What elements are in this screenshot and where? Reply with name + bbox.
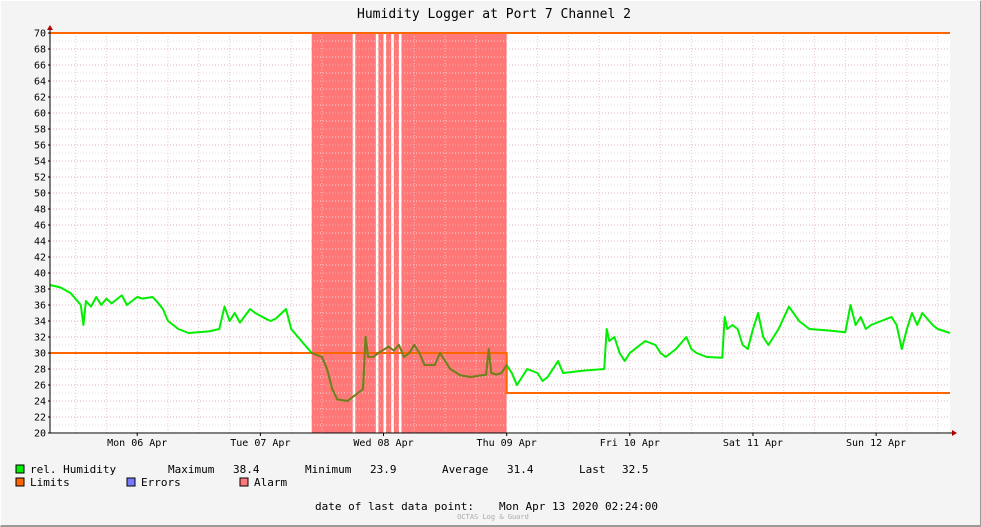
y-tick-label: 36 [34,301,46,312]
y-tick-label: 42 [34,253,46,264]
stat-avg-label: Average [442,463,488,476]
y-tick-label: 64 [34,77,46,88]
humidity-series-alarm-segment [310,352,323,358]
legend-humidity-swatch [15,464,25,474]
series-layer [49,284,951,402]
humidity-series-alarm-segment [346,392,359,402]
y-tick-label: 60 [34,109,46,120]
y-tick-label: 40 [34,269,46,280]
watermark: OCTAS Log & Guard [457,513,529,521]
x-tick-label: Mon 06 Apr [107,438,167,449]
humidity-series-alarm-segment [387,345,395,352]
y-tick-label: 58 [34,125,46,136]
y-tick-label: 32 [34,333,46,344]
alarm-layer [311,33,507,433]
y-tick-label: 28 [34,365,46,376]
stat-last-value: 32.5 [622,463,649,476]
alarm-span [393,33,399,433]
humidity-series-alarm-segment [408,344,416,354]
alarm-span [386,33,392,433]
y-tick-label: 30 [34,349,46,360]
x-tick-label: Fri 10 Apr [600,438,660,449]
x-tick-labels: Mon 06 Apr Tue 07 Apr Wed 08 Apr Thu 09 Apr… [107,433,906,449]
legend-limits-swatch [15,477,25,487]
y-tick-label: 70 [34,29,46,40]
humidity-series-alarm-segment [503,364,508,370]
x-tick-label: Sun 12 Apr [846,438,906,449]
humidity-series-alarm-segment [397,344,406,358]
humidity-series-alarm-segment [392,344,400,352]
humidity-series-alarm-segment [413,344,421,354]
y-tick-label: 66 [34,61,46,72]
x-tick-label: Sat 11 Apr [723,438,783,449]
legend-errors-swatch [126,477,136,487]
limit-layer [50,32,950,394]
y-tick-label: 34 [34,317,46,328]
stat-min-label: Minimum [305,463,352,476]
lower-limit-line [50,352,950,394]
stat-avg-value: 31.4 [507,463,534,476]
y-tick-label: 56 [34,141,46,152]
y-tick-label: 26 [34,381,46,392]
stat-max-label: Maximum [168,463,215,476]
x-tick-label: Wed 08 Apr [353,438,413,449]
x-tick-label: Tue 07 Apr [230,438,290,449]
humidity-series-alarm-segment [356,388,364,394]
humidity-series-alarm-segment [403,352,411,358]
legend-alarm-swatch [239,477,249,487]
y-tick-label: 52 [34,173,46,184]
y-tick-label: 22 [34,413,46,424]
humidity-series-alarm-segment [377,345,390,354]
legend-errors-label: Errors [141,476,181,489]
y-tick-label: 48 [34,205,46,216]
y-tick-label: 50 [34,189,46,200]
legend-humidity-label: rel. Humidity [30,463,116,476]
stat-min-value: 23.9 [370,463,397,476]
legend-alarm-label: Alarm [254,476,287,489]
humidity-series-alarm-segment [469,374,483,378]
y-axis-arrow [47,25,53,30]
humidity-series-alarm-segment [459,374,472,378]
y-tick-label: 44 [34,237,46,248]
humidity-series-alarm-segment [487,348,493,374]
y-tick-label: 54 [34,157,46,168]
legend-limits-label: Limits [30,476,70,489]
y-tick-label: 24 [34,397,46,408]
humidity-series-alarm-segment [444,360,452,370]
stat-max-value: 38.4 [233,463,260,476]
humidity-series-alarm-segment [326,368,334,390]
axis-layer [47,25,957,436]
humidity-series-alarm-segment [438,352,447,362]
humidity-series-alarm-segment [336,398,349,402]
stat-last-label: Last [579,463,606,476]
last-data-point-value: Mon Apr 13 2020 02:24:00 [499,500,658,513]
y-tick-label: 46 [34,221,46,232]
x-tick-label: Thu 09 Apr [477,438,537,449]
y-tick-labels: 20 22 24 26 28 30 32 34 36 38 40 42 44 46 48 50 52 54 56 58… [34,29,50,440]
y-tick-label: 62 [34,93,46,104]
humidity-series-alarm-segment [449,368,462,377]
y-tick-label: 38 [34,285,46,296]
y-tick-label: 68 [34,45,46,56]
x-axis-arrow [952,430,957,436]
humidity-series-alarm-segment [433,352,441,366]
humidity-series-alarm-segment [361,336,367,390]
humidity-series-alarm-segment [331,388,339,401]
last-data-point-label: date of last data point: [315,500,474,513]
chart-title: Humidity Logger at Port 7 Channel 2 [357,7,631,22]
humidity-series-alarm-segment [320,356,329,370]
humidity-series-alarm-segment [418,352,426,366]
humidity-series-alarm-segment [364,336,370,358]
y-tick-label: 20 [34,429,46,440]
humidity-series-alarm-segment [372,352,380,358]
